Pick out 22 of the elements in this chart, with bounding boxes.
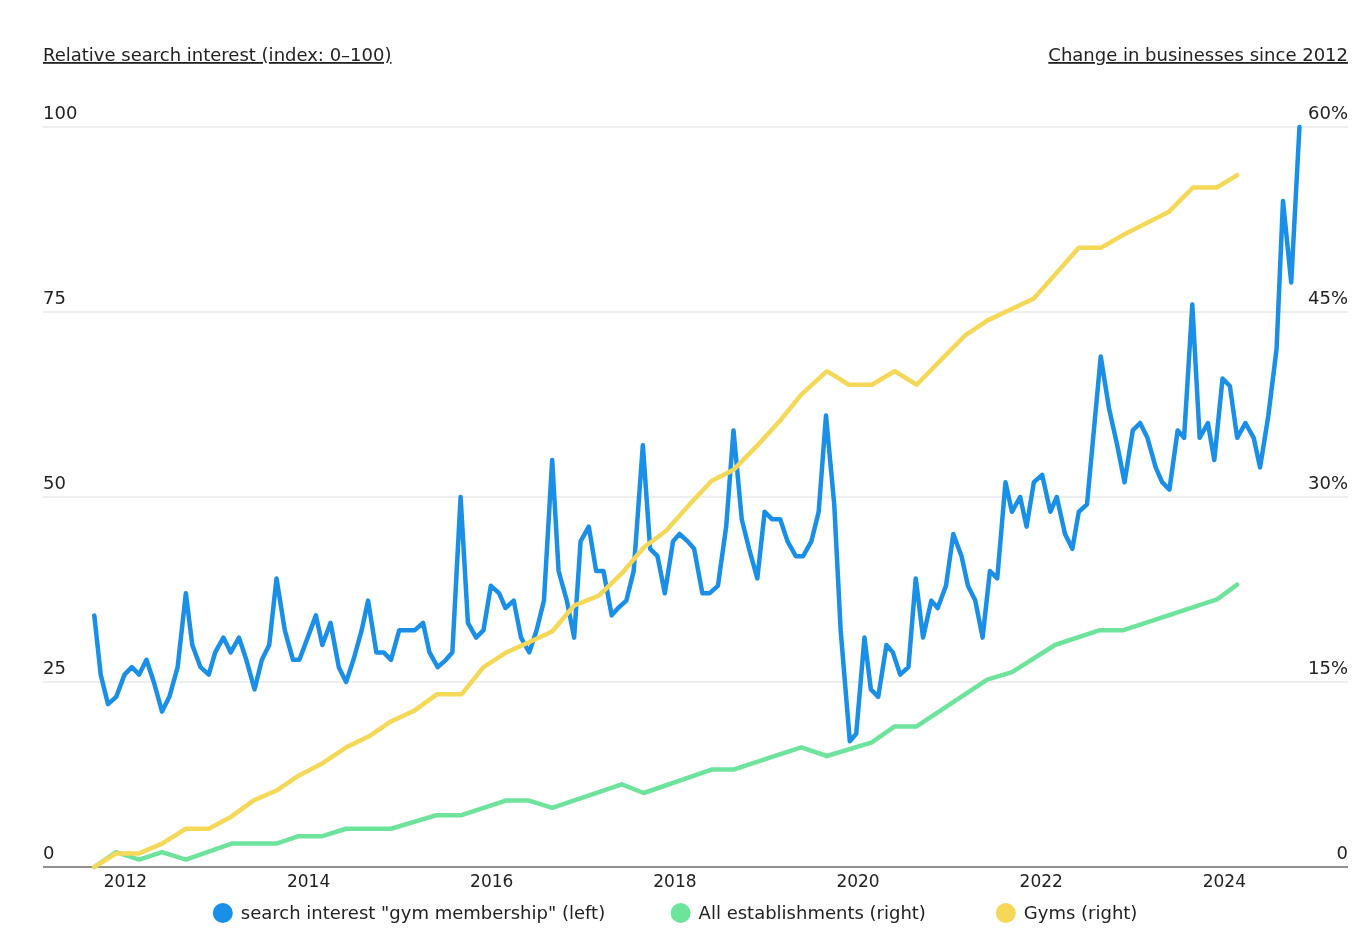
x-tick-label: 2012: [103, 871, 148, 891]
x-tick-label: 2022: [1019, 871, 1063, 891]
y-tick-label: 100: [43, 102, 78, 123]
x-tick-label: 2014: [286, 871, 331, 891]
legend-label: search interest "gym membership" (left): [240, 902, 606, 923]
x-tick-label: 2024: [1202, 871, 1246, 891]
y-axis-title: Relative search interest (index: 0–100): [43, 44, 392, 65]
y2-tick-label: 15%: [1307, 657, 1348, 678]
y-tick-label: 75: [43, 287, 66, 308]
y-tick-label: 50: [43, 472, 66, 493]
y-tick-label: 0: [43, 842, 55, 863]
x-tick-label: 2020: [836, 871, 880, 891]
legend-label: All establishments (right): [698, 902, 926, 923]
x-tick-label: 2016: [470, 871, 514, 891]
y2-axis-title: Change in businesses since 2012: [1048, 44, 1348, 65]
legend-label: Gyms (right): [1023, 902, 1138, 923]
y2-tick-label: 45%: [1307, 287, 1348, 308]
y-tick-label: 25: [43, 657, 66, 678]
y2-tick-label: 60%: [1307, 102, 1348, 123]
x-tick-label: 2018: [653, 871, 697, 891]
y2-tick-label: 30%: [1307, 472, 1348, 493]
y2-tick-label: 0: [1336, 842, 1348, 863]
